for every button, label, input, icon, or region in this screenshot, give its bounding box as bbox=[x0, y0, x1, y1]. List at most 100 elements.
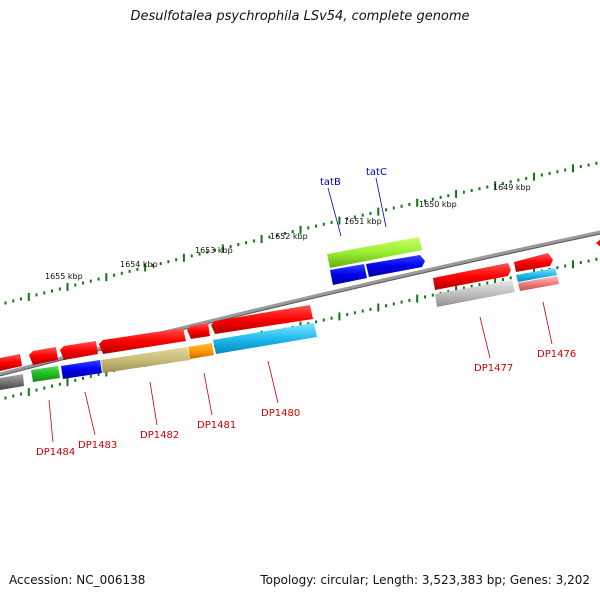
outer-minor-tick bbox=[175, 258, 178, 262]
outer-tick-ring bbox=[4, 161, 598, 305]
outer-minor-tick bbox=[322, 222, 325, 226]
gene-tatB-lower[interactable] bbox=[330, 264, 367, 285]
gene-DP1476-feature-2[interactable] bbox=[518, 276, 559, 291]
outer-minor-tick bbox=[424, 199, 426, 203]
outer-minor-tick bbox=[385, 208, 388, 212]
outer-major-tick bbox=[299, 225, 302, 234]
outer-minor-tick bbox=[408, 203, 411, 206]
gene-tatB[interactable] bbox=[327, 237, 422, 268]
inner-minor-tick bbox=[330, 316, 333, 320]
gene-DP1476[interactable] bbox=[514, 253, 553, 272]
outer-minor-tick bbox=[113, 273, 116, 277]
kbp-label-1650: 1650 kbp bbox=[419, 200, 457, 209]
gene-label-DP1484: DP1484 bbox=[36, 447, 75, 458]
gene-DP1480[interactable] bbox=[213, 323, 317, 354]
outer-minor-tick bbox=[447, 194, 450, 198]
gene-arrow-1[interactable] bbox=[29, 347, 58, 365]
gene-DP1481[interactable] bbox=[188, 343, 214, 359]
kbp-label-1654: 1654 kbp bbox=[120, 260, 158, 269]
outer-minor-tick bbox=[229, 245, 232, 248]
gene-DP1485[interactable] bbox=[0, 374, 24, 390]
outer-minor-tick bbox=[315, 224, 318, 228]
map-title: Desulfotalea psychrophila LSv54, complet… bbox=[130, 9, 470, 24]
label-leaders bbox=[48, 177, 553, 443]
outer-minor-tick bbox=[136, 267, 139, 271]
kbp-label-1652: 1652 kbp bbox=[270, 232, 308, 241]
outer-minor-tick bbox=[330, 220, 333, 224]
outer-minor-tick bbox=[517, 178, 520, 182]
inner-minor-tick bbox=[509, 276, 512, 280]
outer-minor-tick bbox=[58, 287, 61, 291]
inner-minor-tick bbox=[346, 313, 349, 317]
kbp-label-1653: 1653 kbp bbox=[195, 246, 233, 255]
outer-minor-tick bbox=[470, 189, 473, 192]
gene-arrow-5[interactable] bbox=[211, 305, 313, 334]
outer-minor-tick bbox=[198, 252, 201, 256]
outer-major-tick bbox=[105, 273, 108, 282]
outer-minor-tick bbox=[43, 291, 46, 295]
inner-major-tick bbox=[338, 312, 341, 321]
gene-DP1476-feature[interactable] bbox=[516, 268, 557, 282]
gene-DP1477-feature[interactable] bbox=[435, 280, 515, 307]
outer-major-tick bbox=[260, 235, 263, 243]
outer-minor-tick bbox=[361, 213, 364, 217]
outer-minor-tick bbox=[89, 279, 92, 283]
gene-DP1477[interactable] bbox=[433, 263, 511, 290]
outer-minor-tick bbox=[276, 233, 279, 237]
outer-major-tick bbox=[338, 216, 341, 225]
outer-major-tick bbox=[455, 189, 458, 198]
outer-minor-tick bbox=[252, 239, 255, 243]
gene-DP1483[interactable] bbox=[61, 360, 102, 379]
outer-major-tick bbox=[377, 207, 380, 216]
inner-minor-tick bbox=[74, 378, 77, 382]
outer-minor-tick bbox=[214, 248, 216, 252]
outer-minor-tick bbox=[307, 226, 310, 230]
gene-arrow-4[interactable] bbox=[187, 323, 210, 339]
outer-minor-tick bbox=[548, 171, 551, 175]
outer-minor-tick bbox=[369, 211, 372, 215]
inner-minor-tick bbox=[89, 374, 92, 378]
outer-major-tick bbox=[494, 181, 497, 190]
outer-major-tick bbox=[144, 263, 147, 272]
outer-minor-tick bbox=[400, 204, 403, 208]
gene-tatC[interactable] bbox=[366, 255, 425, 277]
inner-minor-tick bbox=[587, 259, 590, 263]
gene-arrow-0[interactable] bbox=[0, 354, 22, 371]
outer-minor-tick bbox=[82, 281, 84, 285]
gene-arrow-edge bbox=[596, 239, 600, 247]
outer-minor-tick bbox=[151, 264, 154, 267]
gene-label-DP1482: DP1482 bbox=[140, 430, 179, 441]
outer-minor-tick bbox=[167, 260, 170, 264]
inner-minor-tick bbox=[353, 311, 356, 315]
gene-arrow-3[interactable] bbox=[99, 328, 186, 354]
inner-minor-tick bbox=[369, 307, 372, 311]
kbp-label-1651: 1651 kbp bbox=[344, 217, 382, 226]
inner-major-tick bbox=[494, 277, 497, 286]
outer-minor-tick bbox=[206, 250, 209, 254]
inner-minor-tick bbox=[82, 376, 84, 380]
outer-minor-tick bbox=[12, 299, 15, 303]
outer-minor-tick bbox=[237, 243, 240, 247]
inner-minor-tick bbox=[4, 396, 7, 400]
inner-minor-tick bbox=[43, 386, 46, 390]
outer-minor-tick bbox=[159, 262, 162, 266]
gene-label-tatB: tatB bbox=[320, 177, 341, 188]
outer-minor-tick bbox=[478, 187, 481, 191]
outer-minor-tick bbox=[439, 195, 442, 199]
inner-major-tick bbox=[455, 285, 458, 294]
outer-minor-tick bbox=[564, 168, 567, 172]
gene-arrow-2[interactable] bbox=[60, 341, 98, 360]
gene-DP1484[interactable] bbox=[31, 366, 60, 382]
kbp-label-1655: 1655 kbp bbox=[45, 272, 83, 281]
gene-DP1482[interactable] bbox=[101, 347, 190, 373]
gene-row-reverse bbox=[0, 305, 313, 371]
inner-minor-tick bbox=[431, 293, 434, 297]
gene-label-tatC: tatC bbox=[366, 167, 387, 178]
inner-minor-tick bbox=[35, 388, 38, 392]
outer-minor-tick bbox=[579, 165, 582, 169]
inner-minor-tick bbox=[424, 295, 426, 299]
outer-minor-tick bbox=[245, 241, 248, 245]
inner-minor-tick bbox=[20, 392, 22, 396]
inner-minor-tick bbox=[478, 283, 481, 287]
